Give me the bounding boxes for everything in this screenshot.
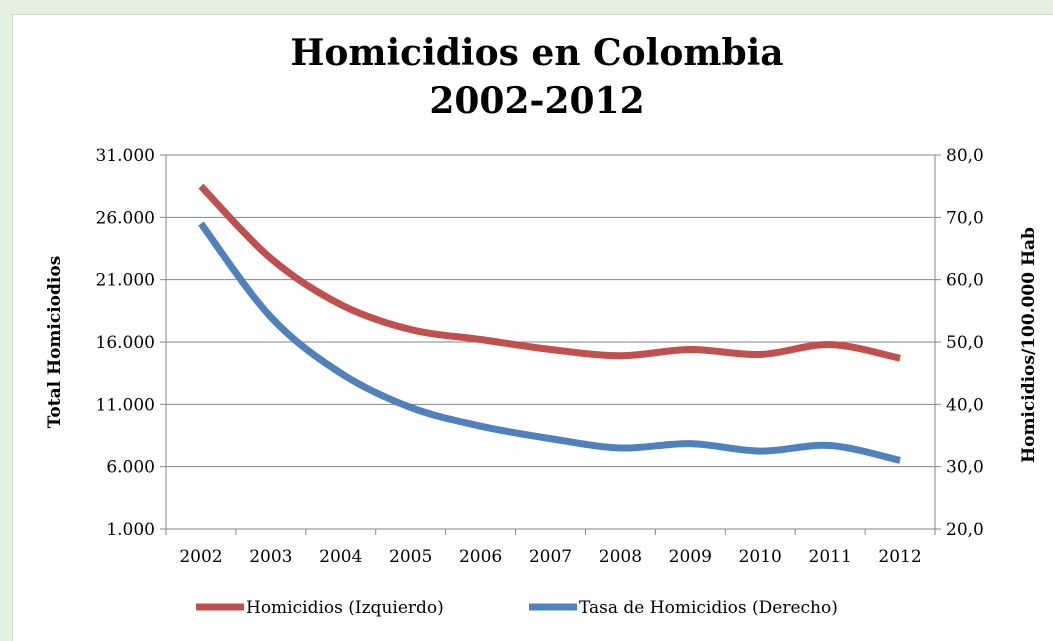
right-tick-label: 50,0 (946, 333, 984, 353)
left-tick-label: 16.000 (96, 333, 155, 353)
line-chart: Homicidios en Colombia 2002-2012 31.000 2… (45, 32, 1039, 618)
legend-label-homicidios: Homicidios (Izquierdo) (246, 598, 444, 618)
left-tick-label: 26.000 (96, 208, 155, 228)
right-tick-label: 20,0 (946, 520, 984, 540)
x-tick-label: 2006 (459, 547, 502, 567)
x-tick-label: 2004 (319, 547, 362, 567)
x-tick-label: 2009 (669, 547, 712, 567)
left-tick-label: 6.000 (106, 458, 155, 478)
right-axis-title: Homicidios/100.000 Hab (1019, 227, 1039, 463)
x-tick-label: 2005 (389, 547, 432, 567)
right-tick-label: 70,0 (946, 208, 984, 228)
x-tick-label: 2011 (809, 547, 852, 567)
left-tick-label: 31.000 (96, 146, 155, 166)
legend-label-tasa: Tasa de Homicidios (Derecho) (579, 598, 838, 618)
series-lines (198, 183, 901, 464)
left-axis-ticks: 31.000 26.000 21.000 16.000 11.000 6.000 1.000 (96, 146, 166, 540)
right-tick-label: 30,0 (946, 458, 984, 478)
x-tick-label: 2010 (739, 547, 782, 567)
left-axis-title: Total Homiciodios (45, 256, 65, 429)
x-axis-ticks: 2002 2003 2004 2005 2006 2007 2008 2009 2010 2011… (165, 529, 936, 567)
series-line-homicidios (198, 183, 901, 362)
x-tick-label: 2008 (599, 547, 642, 567)
chart-title-line-2: 2002-2012 (429, 80, 644, 122)
chart-title-line-1: Homicidios en Colombia (290, 32, 783, 74)
left-tick-label: 11.000 (96, 395, 155, 415)
left-tick-label: 1.000 (106, 520, 155, 540)
chart-frame: Homicidios en Colombia 2002-2012 31.000 2… (12, 14, 1053, 641)
x-tick-label: 2012 (878, 547, 921, 567)
right-tick-label: 80,0 (946, 146, 984, 166)
series-line-tasa (198, 221, 901, 464)
right-axis-ticks: 80,0 70,0 60,0 50,0 40,0 30,0 20,0 (935, 146, 984, 540)
x-tick-label: 2003 (249, 547, 292, 567)
right-tick-label: 60,0 (946, 271, 984, 291)
gridlines (166, 154, 935, 468)
legend: Homicidios (Izquierdo) Tasa de Homicidio… (196, 598, 838, 618)
right-tick-label: 40,0 (946, 395, 984, 415)
left-tick-label: 21.000 (96, 271, 155, 291)
x-tick-label: 2007 (529, 547, 572, 567)
x-tick-label: 2002 (179, 547, 222, 567)
